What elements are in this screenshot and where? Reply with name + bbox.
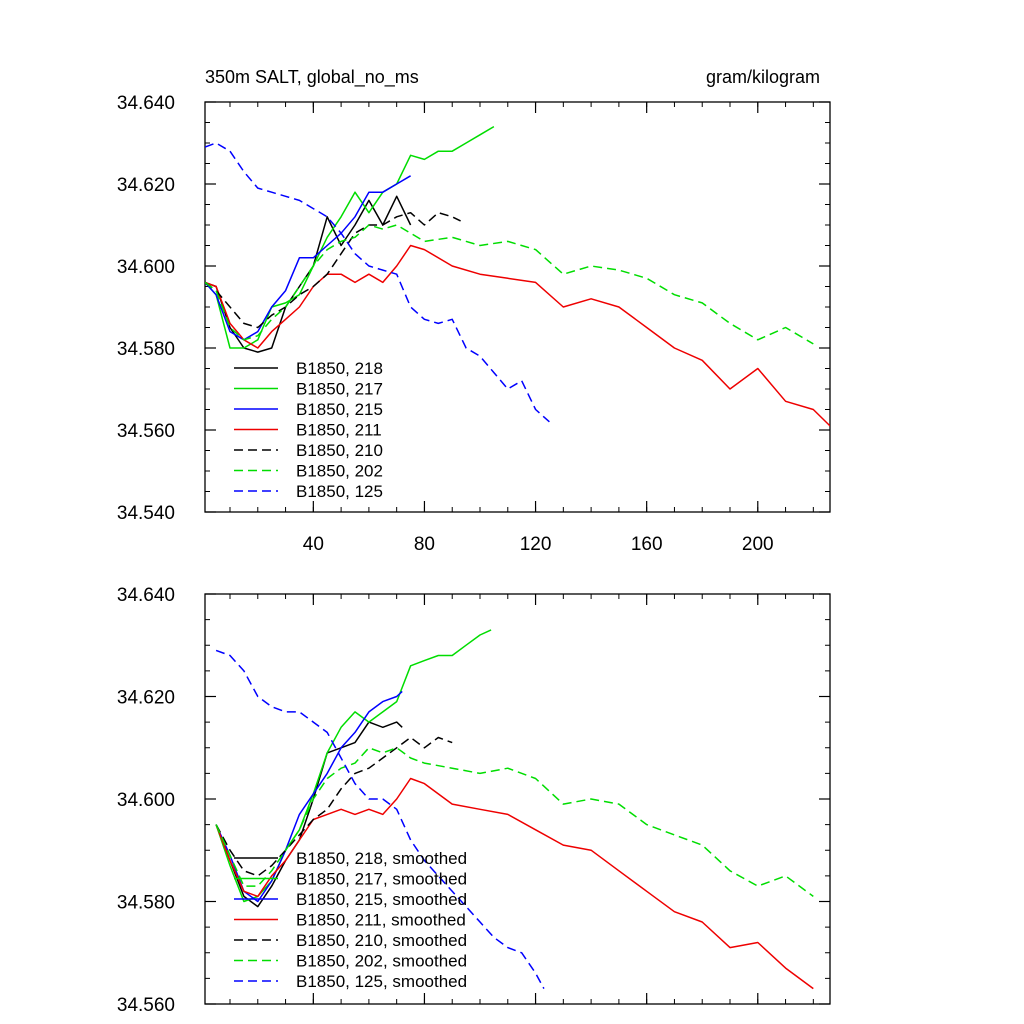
- legend-label: B1850, 218, smoothed: [296, 849, 467, 868]
- y-tick-label: 34.580: [117, 893, 175, 914]
- legend-label: B1850, 215: [296, 400, 383, 419]
- series-line-7: [215, 649, 545, 989]
- series-group: [215, 629, 814, 990]
- y-tick-label: 34.560: [117, 995, 175, 1016]
- y-tick-label: 34.640: [117, 585, 175, 606]
- legend-label: B1850, 211, smoothed: [296, 911, 466, 930]
- x-tick-label: 40: [303, 534, 324, 555]
- series-line-2: [215, 629, 492, 903]
- series-line-1: [205, 195, 412, 353]
- units-label: gram/kilogram: [706, 67, 820, 87]
- series-line-3: [215, 690, 403, 903]
- y-tick-label: 34.620: [117, 688, 175, 709]
- legend-label: B1850, 211: [296, 421, 382, 440]
- legend-label: B1850, 125: [296, 482, 383, 501]
- y-tick-label: 34.540: [117, 503, 175, 524]
- y-tick-label: 34.580: [117, 339, 175, 360]
- legend-label: B1850, 217: [296, 380, 383, 399]
- chart-title: 350m SALT, global_no_ms: [205, 67, 419, 88]
- series-line-5: [205, 211, 461, 329]
- legend-label: B1850, 210: [296, 441, 383, 460]
- y-tick-label: 34.640: [117, 93, 175, 114]
- legend: B1850, 218, smoothed B1850, 217, smoothed…: [234, 849, 467, 991]
- series-line-3: [205, 175, 411, 341]
- legend-label: B1850, 202: [296, 462, 383, 481]
- x-tick-label: 80: [414, 534, 435, 555]
- series-line-7: [205, 142, 550, 423]
- y-tick-label: 34.600: [117, 257, 175, 278]
- series-line-4: [215, 777, 814, 990]
- legend-label: B1850, 210, smoothed: [296, 931, 467, 950]
- series-line-4: [205, 244, 830, 427]
- x-tick-label: 120: [520, 534, 552, 555]
- legend-label: B1850, 202, smoothed: [296, 952, 467, 971]
- series-group: [205, 125, 830, 427]
- series-line-2: [205, 125, 495, 349]
- x-tick-label: 160: [631, 534, 663, 555]
- series-line-5: [215, 736, 453, 877]
- y-tick-label: 34.560: [117, 421, 175, 442]
- legend-label: B1850, 218: [296, 359, 383, 378]
- x-tick-label: 200: [742, 534, 774, 555]
- legend-label: B1850, 217, smoothed: [296, 870, 467, 889]
- legend-label: B1850, 215, smoothed: [296, 890, 467, 909]
- legend-label: B1850, 125, smoothed: [296, 972, 467, 991]
- chart-panel-2: 34.560 34.580 34.600 34.620 34.640 B1850, 218…: [117, 585, 831, 1016]
- y-tick-label: 34.600: [117, 790, 175, 811]
- y-tick-label: 34.620: [117, 175, 175, 196]
- series-line-6: [205, 224, 814, 345]
- chart-panel-1: 40 80 120 160 200 34.540 34.560 34.580 34.600 34.…: [117, 67, 831, 555]
- series-line-6: [215, 747, 814, 898]
